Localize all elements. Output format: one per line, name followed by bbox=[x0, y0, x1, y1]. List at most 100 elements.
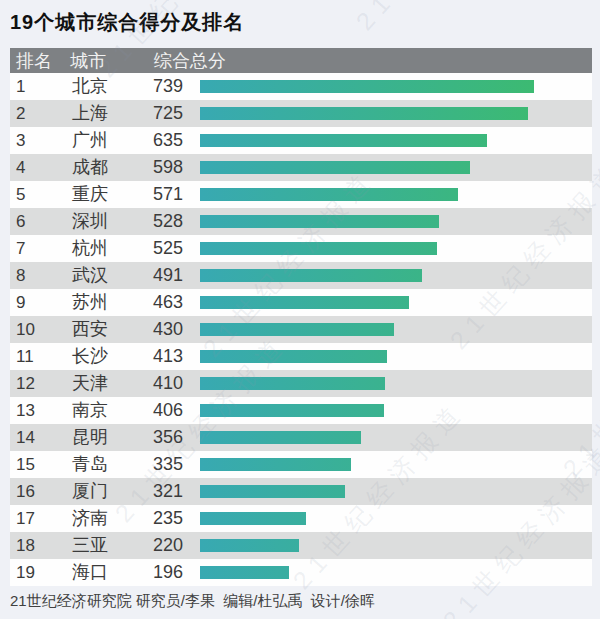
rank-value: 9 bbox=[16, 289, 25, 316]
score-bar bbox=[200, 350, 387, 363]
score-bar bbox=[200, 296, 409, 309]
score-bar bbox=[200, 404, 384, 417]
rank-value: 1 bbox=[16, 73, 25, 100]
rank-value: 13 bbox=[16, 397, 35, 424]
score-value: 571 bbox=[153, 181, 183, 208]
col-header-city: 城市 bbox=[70, 49, 106, 73]
rank-value: 19 bbox=[16, 559, 35, 586]
table-row: 3广州635 bbox=[10, 127, 592, 154]
chart-title: 19个城市综合得分及排名 bbox=[10, 9, 244, 36]
rank-value: 12 bbox=[16, 370, 35, 397]
city-name: 天津 bbox=[72, 370, 108, 397]
city-name: 武汉 bbox=[72, 262, 108, 289]
table-header: 排名 城市 综合总分 bbox=[10, 48, 592, 73]
table-row: 14 昆明 356 bbox=[10, 424, 592, 451]
rank-value: 14 bbox=[16, 424, 35, 451]
table-row: 15 青岛 335 bbox=[10, 451, 592, 478]
table-row: 17 济南 235 bbox=[10, 505, 592, 532]
city-name: 青岛 bbox=[72, 451, 108, 478]
score-bar bbox=[200, 161, 470, 174]
table-row: 2 上海 725 bbox=[10, 100, 592, 127]
city-name: 成都 bbox=[72, 154, 108, 181]
score-value: 235 bbox=[153, 505, 183, 532]
rank-value: 8 bbox=[16, 262, 25, 289]
score-value: 528 bbox=[153, 208, 183, 235]
score-bar bbox=[200, 458, 351, 471]
rank-value: 7 bbox=[16, 235, 25, 262]
rank-value: 4 bbox=[16, 154, 25, 181]
city-name: 北京 bbox=[72, 73, 108, 100]
score-value: 463 bbox=[153, 289, 183, 316]
table-row: 8 武汉 491 bbox=[10, 262, 592, 289]
rank-value: 5 bbox=[16, 181, 25, 208]
city-name: 厦门 bbox=[72, 478, 108, 505]
score-value: 410 bbox=[153, 370, 183, 397]
city-name: 苏州 bbox=[72, 289, 108, 316]
rank-value: 2 bbox=[16, 100, 25, 127]
city-name: 海口 bbox=[72, 559, 108, 586]
score-value: 725 bbox=[153, 100, 183, 127]
score-bar bbox=[200, 107, 528, 120]
city-name: 西安 bbox=[72, 316, 108, 343]
table-row: 10西安430 bbox=[10, 316, 592, 343]
credits: 21世纪经济研究院 研究员/李果 编辑/杜弘禹 设计/徐晖 bbox=[10, 592, 375, 611]
score-value: 220 bbox=[153, 532, 183, 559]
city-name: 济南 bbox=[72, 505, 108, 532]
table-row: 6 深圳 528 bbox=[10, 208, 592, 235]
city-name: 南京 bbox=[72, 397, 108, 424]
table-row: 16厦门321 bbox=[10, 478, 592, 505]
watermark-text: 21世纪经济报道 bbox=[349, 0, 535, 37]
score-value: 356 bbox=[153, 424, 183, 451]
table-row: 11 长沙 413 bbox=[10, 343, 592, 370]
score-bar bbox=[200, 539, 299, 552]
table-row: 12 天津 410 bbox=[10, 370, 592, 397]
score-bar bbox=[200, 323, 394, 336]
score-value: 525 bbox=[153, 235, 183, 262]
score-value: 406 bbox=[153, 397, 183, 424]
score-bar bbox=[200, 215, 439, 228]
city-name: 昆明 bbox=[72, 424, 108, 451]
score-bar bbox=[200, 566, 289, 579]
score-value: 491 bbox=[153, 262, 183, 289]
rank-value: 15 bbox=[16, 451, 35, 478]
score-bar bbox=[200, 134, 487, 147]
score-bar bbox=[200, 377, 385, 390]
score-value: 430 bbox=[153, 316, 183, 343]
rank-value: 17 bbox=[16, 505, 35, 532]
table-row: 13 南京 406 bbox=[10, 397, 592, 424]
col-header-score: 综合总分 bbox=[154, 49, 226, 73]
table-row: 19 海口 196 bbox=[10, 559, 592, 586]
table-row: 1 北京 739 bbox=[10, 73, 592, 100]
table-row: 18 三亚 220 bbox=[10, 532, 592, 559]
table-body: 1 北京 739 2 上海 7253广州6354 成都 598 5 重庆 571 6 深圳 528 7 杭州 5… bbox=[10, 73, 592, 586]
score-bar bbox=[200, 242, 437, 255]
city-name: 重庆 bbox=[72, 181, 108, 208]
table-row: 7 杭州 525 bbox=[10, 235, 592, 262]
table-row: 9 苏州 463 bbox=[10, 289, 592, 316]
score-table: 排名 城市 综合总分 1北京7392上海7253广州6354成都5985重庆57… bbox=[10, 48, 592, 586]
score-value: 321 bbox=[153, 478, 183, 505]
rank-value: 6 bbox=[16, 208, 25, 235]
col-header-rank: 排名 bbox=[16, 49, 52, 73]
table-row: 4 成都 598 bbox=[10, 154, 592, 181]
score-value: 635 bbox=[153, 127, 183, 154]
rank-value: 18 bbox=[16, 532, 35, 559]
score-value: 739 bbox=[153, 73, 183, 100]
table-row: 5 重庆 571 bbox=[10, 181, 592, 208]
score-bar bbox=[200, 188, 458, 201]
rank-value: 3 bbox=[16, 127, 25, 154]
rank-value: 11 bbox=[16, 343, 34, 370]
city-name: 长沙 bbox=[72, 343, 108, 370]
score-value: 598 bbox=[153, 154, 183, 181]
city-name: 深圳 bbox=[72, 208, 108, 235]
score-bar bbox=[200, 485, 345, 498]
city-name: 三亚 bbox=[72, 532, 108, 559]
score-bar bbox=[200, 80, 534, 93]
city-name: 上海 bbox=[72, 100, 108, 127]
city-name: 杭州 bbox=[72, 235, 108, 262]
score-bar bbox=[200, 512, 306, 525]
score-value: 335 bbox=[153, 451, 183, 478]
score-value: 413 bbox=[153, 343, 183, 370]
score-value: 196 bbox=[153, 559, 183, 586]
score-bar bbox=[200, 269, 422, 282]
